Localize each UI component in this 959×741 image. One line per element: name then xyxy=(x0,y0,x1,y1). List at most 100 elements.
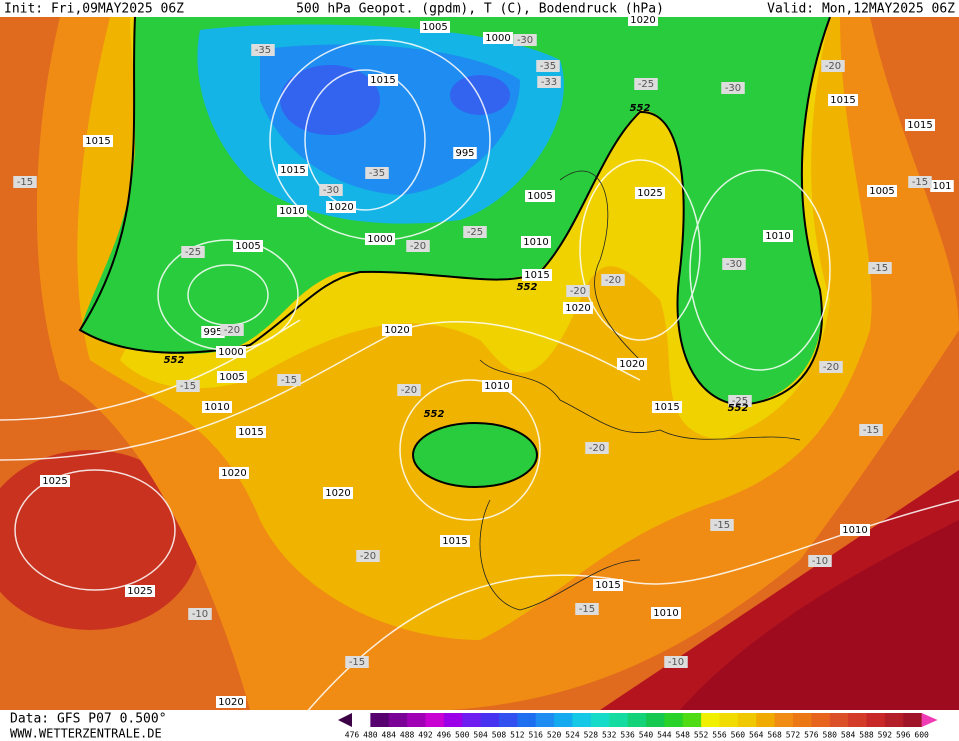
title: 500 hPa Geopot. (gpdm), T (C), Bodendruc… xyxy=(296,2,664,17)
colorbar-swatch xyxy=(388,713,408,727)
pressure-label: 1020 xyxy=(565,303,590,314)
temperature-label: -20 xyxy=(360,551,376,562)
pressure-label-box xyxy=(453,147,477,159)
colorbar-label: 480 xyxy=(363,731,378,740)
pressure-label: 1020 xyxy=(384,325,409,336)
height-label: 552 xyxy=(164,355,185,366)
colorbar-label: 560 xyxy=(731,731,746,740)
pressure-label-box xyxy=(593,579,623,591)
temperature-label-box xyxy=(251,44,275,56)
temperature-label: -10 xyxy=(812,556,828,567)
pressure-label: 1000 xyxy=(218,347,243,358)
pressure-label: 1005 xyxy=(422,22,447,33)
temperature-label: -33 xyxy=(541,77,557,88)
temperature-label: -15 xyxy=(180,381,196,392)
pressure-label: 1015 xyxy=(85,136,110,147)
pressure-label: 1015 xyxy=(280,165,305,176)
colorbar-swatch xyxy=(462,713,482,727)
colorbar-swatch xyxy=(719,713,739,727)
temperature-label: -20 xyxy=(589,443,605,454)
colorbar-swatch xyxy=(590,713,610,727)
colorbar-label: 528 xyxy=(584,731,599,740)
pressure-label: 1020 xyxy=(328,202,353,213)
colorbar-swatch xyxy=(682,713,702,727)
pressure-label-box xyxy=(236,426,266,438)
pressure-label-box xyxy=(635,187,665,199)
temperature-label-box xyxy=(601,274,625,286)
temperature-label: -35 xyxy=(255,45,271,56)
pressure-label-box xyxy=(930,180,954,192)
pressure-label: 1010 xyxy=(279,206,304,217)
pressure-label-box xyxy=(483,32,513,44)
temperature-label-box xyxy=(722,258,746,270)
colorbar-swatch xyxy=(866,713,886,727)
pressure-label-box xyxy=(905,119,935,131)
temperature-label: -20 xyxy=(570,286,586,297)
temperature-label-box xyxy=(463,226,487,238)
height-label: 552 xyxy=(517,282,538,293)
temperature-label: -15 xyxy=(17,177,33,188)
colorbar-label: 524 xyxy=(565,731,580,740)
pressure-label-box xyxy=(216,346,246,358)
pressure-label: 1015 xyxy=(830,95,855,106)
colorbar-label: 508 xyxy=(492,731,507,740)
colorbar-label: 484 xyxy=(382,731,397,740)
pressure-label-box xyxy=(840,524,870,536)
height-label: 552 xyxy=(728,403,749,414)
pressure-label: 1005 xyxy=(235,241,260,252)
pressure-label-box xyxy=(201,326,225,338)
coastlines xyxy=(479,170,801,611)
pressure-label-box xyxy=(217,371,247,383)
pressure-label-box xyxy=(326,201,356,213)
temperature-label-box xyxy=(575,603,599,615)
temperature-label-box xyxy=(365,167,389,179)
temperature-label-box xyxy=(585,442,609,454)
colorbar-label: 584 xyxy=(841,731,856,740)
temperature-label: -15 xyxy=(863,425,879,436)
temperature-label-box xyxy=(634,78,658,90)
temperature-label: -30 xyxy=(517,35,533,46)
colorbar-label: 540 xyxy=(639,731,654,740)
pressure-label: 1000 xyxy=(367,234,392,245)
temperature-label: -15 xyxy=(912,177,928,188)
pressure-label: 1015 xyxy=(654,402,679,413)
colorbar-label: 476 xyxy=(345,731,360,740)
pressure-label: 1015 xyxy=(524,270,549,281)
colorbar-label: 496 xyxy=(437,731,452,740)
colorbar-label: 556 xyxy=(712,731,727,740)
colorbar-label: 520 xyxy=(547,731,562,740)
pressure-label-box xyxy=(525,190,555,202)
temperature-label: -25 xyxy=(732,396,748,407)
colorbar-swatch xyxy=(370,713,390,727)
colorbar-label: 532 xyxy=(602,731,617,740)
temperature-label: -20 xyxy=(224,325,240,336)
colorbar-swatch xyxy=(480,713,500,727)
pressure-label: 1010 xyxy=(204,402,229,413)
colorbar-swatch xyxy=(499,713,518,727)
colorbar-swatch xyxy=(572,713,592,727)
temperature-label: -15 xyxy=(281,375,297,386)
colorbar-label: 564 xyxy=(749,731,764,740)
colorbar-swatch xyxy=(517,713,537,727)
pressure-label-box xyxy=(420,21,450,33)
pressure-label: 1020 xyxy=(325,488,350,499)
pressure-label: 101 xyxy=(932,181,951,192)
height-label: 552 xyxy=(424,409,445,420)
temperature-label-box xyxy=(345,656,369,668)
pressure-label-box xyxy=(278,164,308,176)
pressure-label-box xyxy=(867,185,897,197)
colorbar-swatch xyxy=(848,713,867,727)
temperature-label-box xyxy=(176,380,200,392)
colorbar-swatch xyxy=(535,713,555,727)
colorbar-label: 568 xyxy=(767,731,782,740)
temperature-label: -30 xyxy=(725,83,741,94)
colorbar-swatch xyxy=(903,713,923,727)
temperature-label: -10 xyxy=(192,609,208,620)
pressure-label: 1025 xyxy=(42,476,67,487)
map-labels: 1005 1000 1015 995 1015 1020 1010 1005 1000 1005 1… xyxy=(13,14,954,708)
pressure-label-box xyxy=(763,230,793,242)
colorbar-swatch xyxy=(609,713,629,727)
pressure-label: 1010 xyxy=(765,231,790,242)
pressure-label: 995 xyxy=(455,148,474,159)
